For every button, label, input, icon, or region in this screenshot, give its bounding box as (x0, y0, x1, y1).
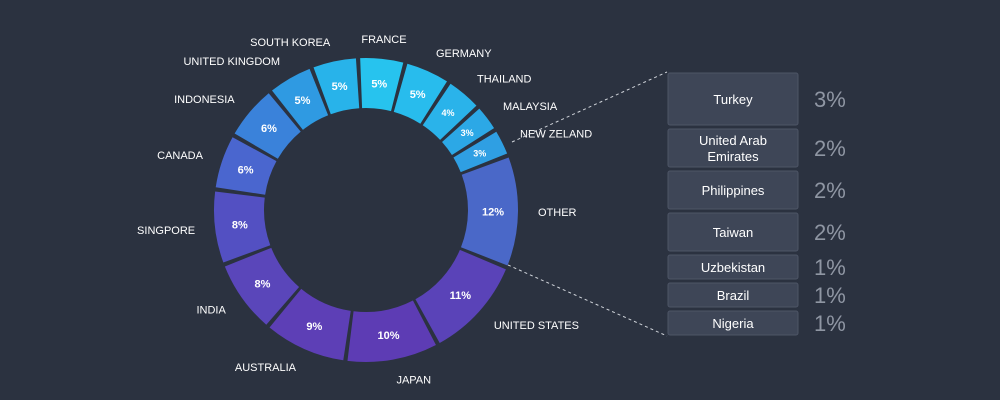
slice-category-label: FRANCE (361, 34, 406, 46)
country-value: 2% (814, 220, 846, 245)
slice-percent-label: 8% (232, 220, 248, 232)
donut-slice-france (360, 58, 404, 112)
country-name: Emirates (707, 149, 759, 164)
country-box (667, 128, 799, 168)
slice-category-label: INDONESIA (174, 94, 235, 106)
slice-percent-label: 5% (410, 89, 426, 101)
country-box (667, 170, 799, 210)
slice-category-label: SINGPORE (137, 225, 195, 237)
country-value: 1% (814, 283, 846, 308)
donut-slice-new-zeland (453, 131, 508, 173)
country-name: Philippines (702, 183, 765, 198)
country-value: 1% (814, 255, 846, 280)
country-box (667, 212, 799, 252)
donut-slice-indonesia (234, 93, 301, 159)
country-name: United Arab (699, 133, 767, 148)
slice-percent-label: 3% (461, 128, 474, 138)
slice-category-label: SOUTH KOREA (250, 37, 331, 49)
slice-category-label: UNITED STATES (494, 320, 579, 332)
country-box (667, 282, 799, 308)
slice-percent-label: 11% (450, 290, 472, 302)
slice-category-label: THAILAND (477, 74, 531, 86)
slice-percent-label: 5% (371, 79, 387, 91)
donut-slice-united-states (415, 249, 506, 343)
slice-percent-label: 3% (473, 149, 486, 159)
donut-slice-other (460, 157, 518, 266)
country-value: 2% (814, 136, 846, 161)
slice-category-label: JAPAN (396, 374, 431, 386)
slice-percent-label: 12% (482, 206, 504, 218)
slice-category-label: INDIA (196, 305, 226, 317)
slice-category-label: UNITED KINGDOM (183, 56, 280, 68)
donut-slices (214, 58, 518, 362)
donut-slice-germany (393, 63, 447, 124)
country-box (667, 254, 799, 280)
table-row: Nigeria 1% (667, 310, 846, 336)
country-value: 3% (814, 87, 846, 112)
donut-slice-south-korea (313, 58, 360, 115)
table-row: Uzbekistan 1% (667, 254, 846, 280)
country-box (667, 310, 799, 336)
slice-percent-label: 8% (255, 279, 271, 291)
slice-percent-label: 5% (332, 81, 348, 93)
country-name: Uzbekistan (701, 260, 765, 275)
donut-slice-thailand (422, 83, 477, 140)
slice-percent-label: 5% (295, 95, 311, 107)
leader-line-bottom (507, 264, 668, 337)
donut-slice-canada (215, 137, 277, 195)
country-name: Taiwan (713, 225, 753, 240)
country-value: 2% (814, 178, 846, 203)
country-name: Turkey (713, 92, 753, 107)
country-value: 1% (814, 311, 846, 336)
slice-category-label: OTHER (538, 207, 577, 219)
slice-percent-label: 9% (306, 321, 322, 333)
table-row: Turkey 3% (667, 72, 846, 126)
slice-percent-label: 4% (441, 108, 454, 118)
donut-slice-singpore (214, 191, 271, 263)
slice-category-label: AUSTRALIA (235, 362, 297, 374)
slice-category-label: GERMANY (436, 48, 492, 60)
donut-slice-united-kingdom (272, 68, 329, 130)
country-box (667, 72, 799, 126)
country-name: Nigeria (712, 316, 754, 331)
slice-category-label: CANADA (157, 150, 204, 162)
donut-slice-india (224, 247, 300, 325)
slice-category-label: NEW ZELAND (520, 129, 592, 141)
table-row: Brazil 1% (667, 282, 846, 308)
table-row: Philippines 2% (667, 170, 846, 210)
country-name: Brazil (717, 288, 750, 303)
donut-slice-japan (347, 300, 436, 362)
donut-slice-australia (269, 288, 351, 361)
leader-line-top (511, 71, 668, 143)
slice-category-label: MALAYSIA (503, 101, 558, 113)
slice-percent-label: 6% (261, 123, 277, 135)
donut-slice-malaysia (442, 108, 495, 156)
slice-percent-label: 6% (238, 164, 254, 176)
table-row: Taiwan 2% (667, 212, 846, 252)
slice-percent-label: 10% (377, 330, 399, 342)
